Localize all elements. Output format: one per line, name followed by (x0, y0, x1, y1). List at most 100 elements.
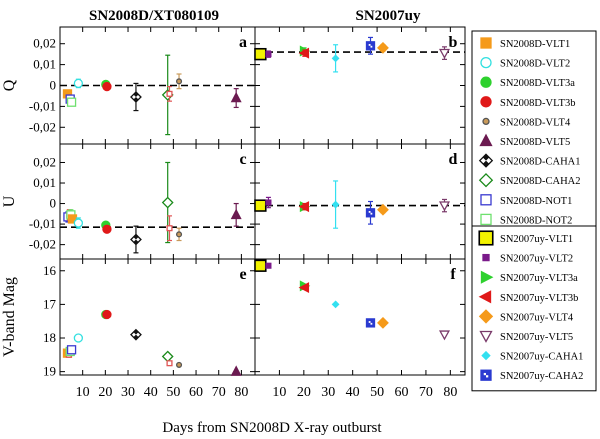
y-tick-label: 0,02 (33, 36, 56, 51)
data-point (377, 41, 389, 54)
y-tick-label: 16 (43, 263, 57, 278)
panel-label: a (239, 34, 247, 51)
legend-marker (478, 153, 494, 168)
data-point (175, 231, 183, 238)
legend-marker (480, 194, 492, 206)
legend-marker (482, 117, 490, 126)
data-point (66, 97, 77, 107)
data-point (298, 201, 310, 213)
data-point (175, 78, 183, 85)
legend-marker (480, 369, 492, 381)
x-tick-label: 80 (443, 385, 457, 400)
legend-marker (482, 253, 490, 262)
legend-marker (480, 213, 492, 226)
data-point (265, 262, 272, 269)
y-tick-label: 0 (50, 78, 57, 93)
x-tick-label: 60 (189, 385, 203, 400)
x-tick-label: 80 (234, 385, 248, 400)
legend-label: SN2007uy-VLT2 (500, 254, 573, 265)
data-point (161, 196, 174, 209)
column-title-right: SN2007uy (355, 8, 421, 24)
legend-marker (480, 56, 492, 69)
x-tick-label: 60 (395, 385, 409, 400)
y-axis-label: V-band Mag (1, 277, 18, 357)
legend-marker (480, 37, 492, 49)
data-point (331, 54, 340, 63)
x-tick-label: 20 (297, 385, 311, 400)
legend-marker (480, 270, 494, 284)
x-tick-label: 10 (76, 385, 90, 400)
x-tick-label: 10 (272, 385, 286, 400)
plot-area: 0,02 0,01 0 -0,01 -0,02 Q 0,02 0,01 0 -0,01 -0,02 U… (1, 26, 466, 400)
y-tick-label: -0,02 (29, 237, 56, 252)
data-point (377, 316, 389, 329)
legend-box-sn2007uy (471, 225, 597, 392)
x-tick-label: 30 (321, 385, 335, 400)
panel-frame (59, 258, 256, 376)
panel-frame (254, 258, 466, 376)
y-tick-label: 0,01 (33, 57, 56, 72)
y-tick-label: 0,02 (33, 154, 56, 169)
legend-label: SN2007uy-VLT5 (500, 332, 573, 343)
x-tick-label: 40 (144, 385, 158, 400)
x-tick-label: 30 (121, 385, 135, 400)
legend-label: SN2008D-VLT3b (500, 98, 575, 109)
panel-label: b (449, 34, 458, 51)
data-point (265, 199, 272, 206)
data-point (377, 203, 389, 216)
x-tick-label: 50 (166, 385, 180, 400)
legend-label: SN2008D-NOT1 (500, 196, 572, 207)
legend-marker (478, 230, 494, 246)
data-point (298, 282, 310, 294)
panel-label: d (449, 151, 458, 168)
legend-marker (481, 350, 491, 361)
data-point (230, 365, 242, 376)
legend-marker (478, 309, 494, 324)
panel-label: e (239, 266, 246, 283)
legend-label: SN2008D-VLT2 (500, 59, 570, 70)
legend-marker (480, 96, 492, 108)
data-point (298, 47, 310, 59)
data-point (365, 208, 376, 218)
data-point (166, 225, 173, 232)
data-point (175, 361, 183, 368)
y-tick-label: 0,01 (33, 175, 56, 190)
legend-label: SN2007uy-CAHA2 (500, 371, 583, 382)
panel-frame (254, 26, 466, 145)
data-point (102, 224, 112, 234)
legend-label: SN2007uy-CAHA1 (500, 352, 583, 363)
data-point (438, 48, 450, 59)
data-point (161, 350, 174, 363)
y-tick-label: -0,01 (29, 216, 56, 231)
data-point (102, 309, 112, 320)
legend-label: SN2007uy-VLT1 (500, 234, 573, 245)
data-point (66, 345, 77, 355)
data-point (438, 330, 450, 341)
data-point (73, 218, 84, 228)
data-point (230, 208, 242, 220)
data-point (130, 233, 142, 246)
y-tick-label: 18 (43, 330, 56, 345)
legend-marker (478, 173, 494, 188)
legend-label: SN2008D-VLT3a (500, 78, 575, 89)
data-point (230, 91, 242, 103)
data-point (166, 360, 173, 367)
y-axis-label: U (1, 195, 18, 207)
y-tick-label: 19 (43, 364, 56, 379)
legend-marker (480, 76, 492, 88)
column-title-left: SN2008D/XT080109 (89, 8, 219, 24)
data-point (365, 41, 376, 51)
data-point (73, 78, 84, 89)
legend: SN2008D-VLT1 SN2008D-VLT2 SN2008D-VLT3a SN2… (471, 30, 597, 392)
x-tick-label: 20 (98, 385, 112, 400)
legend-label: SN2008D-NOT2 (500, 215, 572, 226)
data-point (254, 259, 267, 272)
y-tick-label: -0,02 (29, 119, 56, 134)
data-point (331, 200, 340, 209)
panel-frame (59, 143, 256, 260)
data-point (365, 318, 376, 328)
legend-label: SN2008D-CAHA2 (500, 176, 581, 187)
legend-marker (479, 330, 493, 343)
y-tick-label: -0,01 (29, 98, 56, 113)
